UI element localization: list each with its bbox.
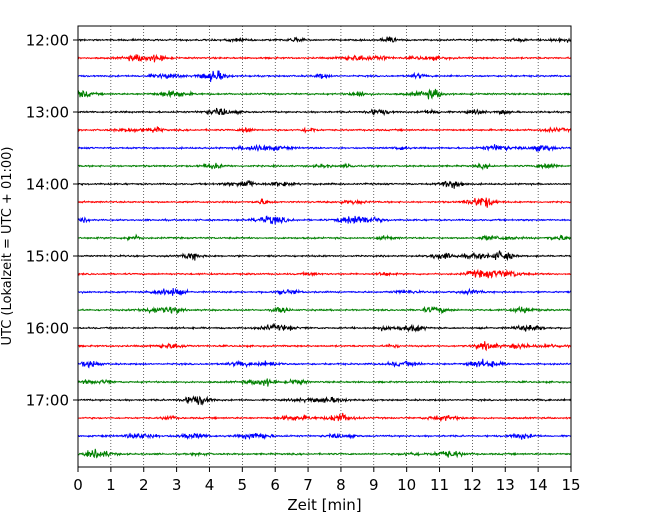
x-tick-label: 9 — [369, 476, 379, 494]
x-tick-label: 11 — [430, 476, 449, 494]
trace-line-10 — [77, 197, 572, 208]
x-tick-label: 3 — [172, 476, 182, 494]
x-tick-label: 13 — [496, 476, 515, 494]
y-tick-label: 14:00 — [26, 176, 69, 194]
x-axis-label: Zeit [min] — [287, 496, 361, 514]
plot-frame — [77, 25, 572, 468]
trace-line-3 — [77, 70, 572, 83]
y-tick-label: 15:00 — [26, 248, 69, 266]
trace-line-14 — [77, 268, 572, 279]
x-tick-label: 0 — [73, 476, 83, 494]
trace-line-23 — [77, 432, 572, 441]
x-tick-label: 4 — [205, 476, 215, 494]
trace-line-9 — [77, 179, 572, 189]
y-tick-label: 12:00 — [26, 32, 69, 50]
trace-line-21 — [77, 395, 572, 406]
x-tick-label: 6 — [270, 476, 280, 494]
trace-line-20 — [77, 378, 572, 387]
trace-line-13 — [77, 250, 572, 262]
y-axis-ticks: 12:00 13:00 14:00 15:00 16:00 17:00 — [26, 32, 78, 410]
trace-lines — [77, 36, 572, 459]
trace-line-17 — [77, 322, 572, 333]
x-tick-label: 8 — [336, 476, 346, 494]
trace-line-1 — [77, 36, 572, 44]
y-tick-label: 16:00 — [26, 320, 69, 338]
trace-line-12 — [77, 233, 572, 242]
trace-line-22 — [77, 412, 572, 422]
x-tick-label: 10 — [397, 476, 416, 494]
trace-line-8 — [77, 162, 572, 171]
x-tick-label: 1 — [106, 476, 116, 494]
x-tick-label: 5 — [238, 476, 248, 494]
x-tick-label: 14 — [529, 476, 548, 494]
trace-line-19 — [77, 358, 572, 369]
y-axis-label: UTC (Lokalzeit = UTC + 01:00) — [0, 147, 15, 346]
y-tick-label: 17:00 — [26, 392, 69, 410]
trace-line-6 — [77, 126, 572, 134]
trace-line-2 — [77, 53, 572, 63]
trace-line-5 — [77, 107, 572, 117]
x-tick-label: 7 — [303, 476, 313, 494]
trace-line-11 — [77, 215, 572, 225]
y-tick-label: 13:00 — [26, 104, 69, 122]
x-tick-label: 15 — [561, 476, 580, 494]
trace-line-7 — [77, 143, 572, 152]
trace-line-16 — [77, 305, 572, 315]
x-axis-ticks: 0 1 2 3 4 5 6 7 8 9 10 11 12 13 14 15 — [73, 467, 581, 494]
trace-line-4 — [77, 88, 572, 100]
trace-line-15 — [77, 287, 572, 296]
trace-line-24 — [77, 448, 572, 459]
trace-line-18 — [77, 341, 572, 352]
x-tick-label: 2 — [139, 476, 149, 494]
x-tick-label: 12 — [463, 476, 482, 494]
